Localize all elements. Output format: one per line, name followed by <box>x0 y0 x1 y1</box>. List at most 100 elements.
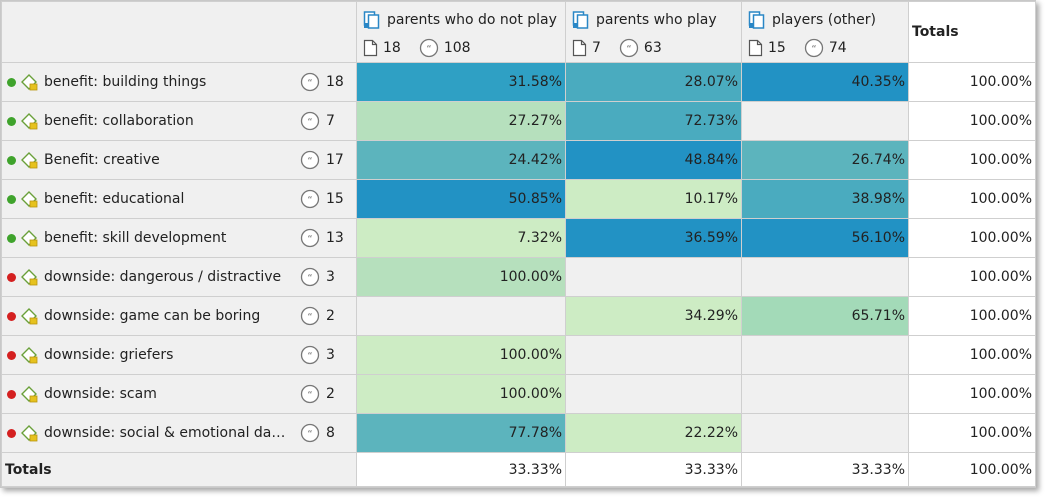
quote-icon: “ <box>804 38 824 58</box>
row-header[interactable]: benefit: educational “ 15 <box>1 179 357 219</box>
column-title: parents who play <box>596 11 717 28</box>
data-cell[interactable] <box>741 374 909 414</box>
svg-text:“: “ <box>426 44 431 55</box>
data-cell[interactable]: 10.17% <box>565 179 742 219</box>
quote-icon: “ <box>419 38 439 58</box>
data-cell[interactable]: 36.59% <box>565 218 742 258</box>
quotation-count: 2 <box>326 308 335 324</box>
row-total-cell: 100.00% <box>908 218 1036 258</box>
data-cell[interactable] <box>741 413 909 453</box>
row-header[interactable]: downside: social & emotional dan… “ 8 <box>1 413 357 453</box>
svg-text:“: “ <box>307 429 312 440</box>
data-cell[interactable]: 56.10% <box>741 218 909 258</box>
table-row[interactable]: benefit: educational “ 15 50.85% 10.17% 38.98… <box>1 179 1036 219</box>
data-cell[interactable]: 100.00% <box>356 257 566 297</box>
data-cell[interactable]: 31.58% <box>356 62 566 102</box>
quotation-count: 2 <box>326 386 335 402</box>
table-row[interactable]: Benefit: creative “ 17 24.42% 48.84% 26.74% 10… <box>1 140 1036 180</box>
table-row[interactable]: downside: griefers “ 3 100.00% 100.00% <box>1 335 1036 375</box>
status-dot <box>7 272 16 282</box>
data-cell[interactable] <box>565 257 742 297</box>
data-cell[interactable]: 48.84% <box>565 140 742 180</box>
row-total-cell: 100.00% <box>908 296 1036 336</box>
row-header[interactable]: benefit: collaboration “ 7 <box>1 101 357 141</box>
row-total-cell: 100.00% <box>908 140 1036 180</box>
data-cell[interactable]: 38.98% <box>741 179 909 219</box>
row-total-cell: 100.00% <box>908 257 1036 297</box>
data-cell[interactable]: 77.78% <box>356 413 566 453</box>
data-cell[interactable]: 22.22% <box>565 413 742 453</box>
crosstab-table: parents who do not play 18 “108 parents who… <box>0 0 1036 488</box>
grand-total-cell: 100.00% <box>908 452 1036 487</box>
code-tag-icon <box>19 384 39 404</box>
table-row[interactable]: benefit: skill development “ 13 7.32% 36.59%… <box>1 218 1036 258</box>
status-dot <box>7 155 16 165</box>
row-header[interactable]: downside: griefers “ 3 <box>1 335 357 375</box>
quote-icon: “ <box>300 228 320 248</box>
totals-column-header[interactable]: Totals <box>908 1 1036 63</box>
table-row[interactable]: downside: scam “ 2 100.00% 100.00% <box>1 374 1036 414</box>
data-cell[interactable]: 27.27% <box>356 101 566 141</box>
document-icon <box>363 39 378 57</box>
column-total-cell: 33.33% <box>565 452 742 487</box>
data-cell[interactable] <box>565 374 742 414</box>
corner-cell <box>1 1 357 63</box>
row-header[interactable]: benefit: building things “ 18 <box>1 62 357 102</box>
row-header[interactable]: downside: dangerous / distractive “ 3 <box>1 257 357 297</box>
data-cell[interactable] <box>356 296 566 336</box>
column-header-2[interactable]: parents who play 7 “ 63 <box>565 1 742 63</box>
quote-icon: “ <box>300 384 320 404</box>
row-header[interactable]: Benefit: creative “ 17 <box>1 140 357 180</box>
data-cell[interactable] <box>565 335 742 375</box>
data-cell[interactable]: 50.85% <box>356 179 566 219</box>
status-dot <box>7 116 16 126</box>
quote-icon: “ <box>300 111 320 131</box>
table-row[interactable]: benefit: building things “ 18 31.58% 28.07% 4… <box>1 62 1036 102</box>
data-cell[interactable] <box>741 101 909 141</box>
data-cell[interactable]: 72.73% <box>565 101 742 141</box>
table-row[interactable]: benefit: collaboration “ 7 27.27% 72.73% 100.… <box>1 101 1036 141</box>
quote-icon: “ <box>300 423 320 443</box>
row-total-cell: 100.00% <box>908 62 1036 102</box>
status-dot <box>7 389 16 399</box>
data-cell[interactable]: 28.07% <box>565 62 742 102</box>
column-title: parents who do not play <box>387 11 557 28</box>
data-cell[interactable]: 100.00% <box>356 374 566 414</box>
table-row[interactable]: downside: social & emotional dan… “ 8 77.78… <box>1 413 1036 453</box>
code-label: benefit: educational <box>44 191 185 207</box>
quotation-count: 7 <box>326 113 335 129</box>
status-dot <box>7 311 16 321</box>
data-cell[interactable]: 7.32% <box>356 218 566 258</box>
row-header[interactable]: downside: scam “ 2 <box>1 374 357 414</box>
data-cell[interactable]: 24.42% <box>356 140 566 180</box>
table-row[interactable]: downside: dangerous / distractive “ 3 100.0… <box>1 257 1036 297</box>
quotation-count: 63 <box>643 40 662 56</box>
quotation-count: 3 <box>326 347 335 363</box>
svg-text:“: “ <box>307 117 312 128</box>
table-row[interactable]: downside: game can be boring “ 2 34.29% 65.7… <box>1 296 1036 336</box>
data-cell[interactable] <box>741 335 909 375</box>
column-total-cell: 33.33% <box>356 452 566 487</box>
data-cell[interactable]: 65.71% <box>741 296 909 336</box>
data-cell[interactable]: 34.29% <box>565 296 742 336</box>
svg-text:“: “ <box>307 273 312 284</box>
quotation-count: 15 <box>326 191 344 207</box>
row-total-cell: 100.00% <box>908 179 1036 219</box>
data-cell[interactable]: 40.35% <box>741 62 909 102</box>
code-tag-icon <box>19 306 39 326</box>
document-count: 15 <box>768 40 786 56</box>
column-header-3[interactable]: players (other) 15 “ 74 <box>741 1 909 63</box>
data-cell[interactable]: 26.74% <box>741 140 909 180</box>
row-header[interactable]: downside: game can be boring “ 2 <box>1 296 357 336</box>
svg-text:“: “ <box>307 156 312 167</box>
column-header-1[interactable]: parents who do not play 18 “ 108 <box>356 1 566 63</box>
code-label: downside: social & emotional dan… <box>44 425 294 441</box>
svg-text:“: “ <box>307 78 312 89</box>
svg-text:“: “ <box>307 312 312 323</box>
row-header[interactable]: benefit: skill development “ 13 <box>1 218 357 258</box>
data-cell[interactable] <box>741 257 909 297</box>
column-total-cell: 33.33% <box>741 452 909 487</box>
data-cell[interactable]: 100.00% <box>356 335 566 375</box>
status-dot <box>7 233 16 243</box>
code-label: benefit: skill development <box>44 230 227 246</box>
